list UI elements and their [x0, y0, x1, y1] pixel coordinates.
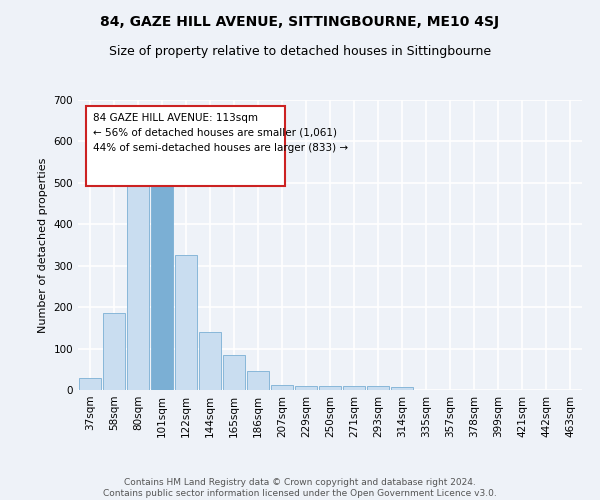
- Text: 84, GAZE HILL AVENUE, SITTINGBOURNE, ME10 4SJ: 84, GAZE HILL AVENUE, SITTINGBOURNE, ME1…: [100, 15, 500, 29]
- Bar: [367, 386, 389, 390]
- Text: Size of property relative to detached houses in Sittingbourne: Size of property relative to detached ho…: [109, 45, 491, 58]
- Bar: [223, 355, 245, 390]
- Bar: [199, 332, 221, 390]
- Bar: [343, 386, 365, 390]
- Bar: [271, 385, 293, 390]
- Bar: [319, 386, 341, 390]
- Bar: [391, 387, 413, 390]
- Y-axis label: Number of detached properties: Number of detached properties: [38, 158, 48, 332]
- Bar: [247, 372, 269, 390]
- Text: 84 GAZE HILL AVENUE: 113sqm
← 56% of detached houses are smaller (1,061)
44% of : 84 GAZE HILL AVENUE: 113sqm ← 56% of det…: [93, 113, 348, 152]
- Bar: [295, 386, 317, 390]
- Bar: [175, 256, 197, 390]
- Bar: [151, 158, 173, 390]
- Text: Contains HM Land Registry data © Crown copyright and database right 2024.
Contai: Contains HM Land Registry data © Crown c…: [103, 478, 497, 498]
- Bar: [79, 378, 101, 390]
- FancyBboxPatch shape: [86, 106, 284, 186]
- Bar: [103, 314, 125, 390]
- Bar: [127, 176, 149, 390]
